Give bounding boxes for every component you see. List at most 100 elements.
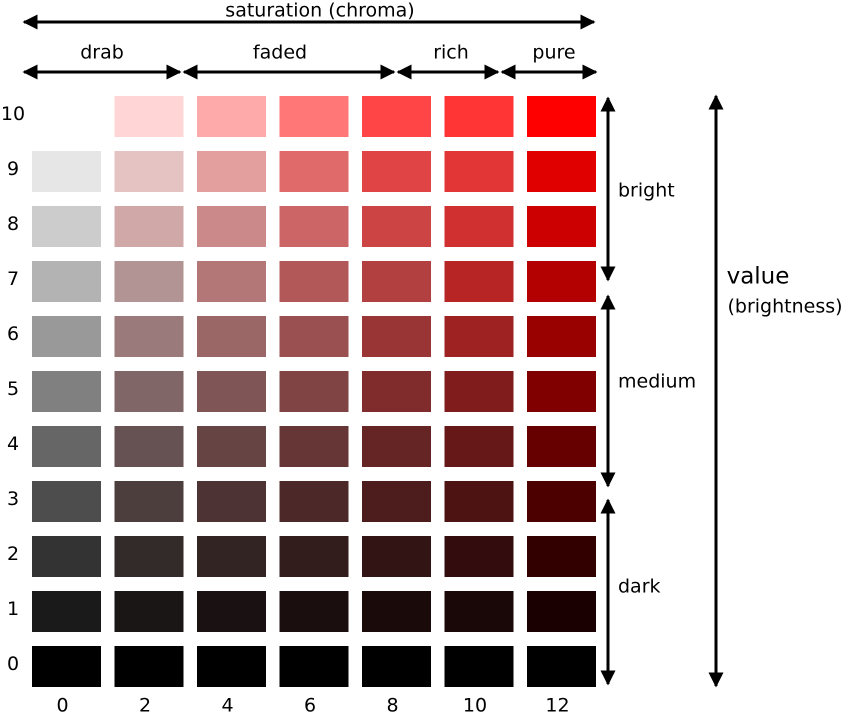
color-swatch [279, 96, 349, 137]
color-swatch [527, 646, 596, 687]
color-swatch [444, 646, 514, 687]
color-swatch [527, 371, 596, 412]
color-swatch [527, 96, 596, 137]
row-label: 6 [7, 323, 19, 345]
color-swatch [114, 426, 184, 467]
color-swatch [114, 206, 184, 247]
color-swatch [32, 646, 101, 687]
color-swatch [527, 426, 596, 467]
group-label: drab [80, 42, 124, 64]
column-label: 4 [221, 695, 233, 715]
color-swatch [527, 151, 596, 192]
color-swatch [362, 371, 431, 412]
color-swatch [444, 96, 514, 137]
color-swatch [114, 316, 184, 357]
color-swatch [444, 371, 514, 412]
color-swatch [114, 536, 184, 577]
row-label: 9 [7, 158, 19, 180]
color-swatch [362, 96, 431, 137]
color-swatch [279, 591, 349, 632]
color-swatch [114, 261, 184, 302]
side-title: value [727, 264, 790, 290]
column-label: 0 [56, 695, 68, 715]
row-label: 3 [7, 488, 19, 510]
color-swatch [527, 536, 596, 577]
color-swatch [114, 371, 184, 412]
color-swatch [279, 151, 349, 192]
color-swatch [32, 481, 101, 522]
color-swatch [114, 151, 184, 192]
row-label: 4 [7, 433, 19, 455]
color-swatch [362, 151, 431, 192]
color-swatch [527, 481, 596, 522]
color-swatch [444, 151, 514, 192]
color-swatch [362, 646, 431, 687]
color-swatch [444, 481, 514, 522]
color-swatch [279, 261, 349, 302]
color-swatch [114, 591, 184, 632]
band-label: bright [618, 180, 675, 202]
color-swatch [279, 536, 349, 577]
color-swatch [444, 426, 514, 467]
color-swatch [362, 261, 431, 302]
color-swatch [32, 426, 101, 467]
color-swatch [279, 481, 349, 522]
color-swatch [279, 646, 349, 687]
color-swatch [32, 591, 101, 632]
color-swatch [444, 316, 514, 357]
color-swatch [32, 536, 101, 577]
color-swatch [279, 426, 349, 467]
color-swatch [32, 371, 101, 412]
color-swatch [527, 316, 596, 357]
color-swatch [197, 591, 266, 632]
color-swatch [197, 646, 266, 687]
row-label: 10 [1, 103, 25, 125]
column-label: 2 [139, 695, 151, 715]
color-swatch [32, 206, 101, 247]
color-swatch [32, 316, 101, 357]
color-swatch [197, 151, 266, 192]
color-swatch [32, 151, 101, 192]
color-swatch [279, 206, 349, 247]
color-swatch [197, 316, 266, 357]
group-label: pure [532, 42, 575, 64]
column-label: 8 [386, 695, 398, 715]
title: saturation (chroma) [225, 0, 414, 22]
column-label: 10 [463, 695, 487, 715]
color-swatch [362, 536, 431, 577]
color-swatch [197, 96, 266, 137]
column-label: 6 [304, 695, 316, 715]
color-swatch [114, 646, 184, 687]
row-label: 7 [7, 268, 19, 290]
color-swatch [197, 261, 266, 302]
color-swatch [279, 316, 349, 357]
color-swatch [197, 371, 266, 412]
color-swatch [362, 206, 431, 247]
side-subtitle: (brightness) [727, 296, 842, 318]
row-label: 5 [7, 378, 19, 400]
color-swatch [114, 96, 184, 137]
color-swatch [197, 426, 266, 467]
color-swatch [444, 536, 514, 577]
color-swatch [197, 481, 266, 522]
group-label: rich [433, 42, 469, 64]
color-swatch [32, 261, 101, 302]
color-swatch [444, 591, 514, 632]
color-swatch [362, 316, 431, 357]
row-label: 8 [7, 213, 19, 235]
group-label: faded [253, 42, 307, 64]
band-label: medium [618, 371, 696, 393]
color-swatch [527, 261, 596, 302]
color-swatch [279, 371, 349, 412]
row-label: 2 [7, 543, 19, 565]
color-swatch [362, 591, 431, 632]
color-swatch [114, 481, 184, 522]
color-swatch [362, 426, 431, 467]
column-label: 12 [545, 695, 569, 715]
row-label: 1 [7, 598, 19, 620]
color-swatch [197, 536, 266, 577]
color-swatch [444, 206, 514, 247]
color-swatch [197, 206, 266, 247]
color-swatch [444, 261, 514, 302]
